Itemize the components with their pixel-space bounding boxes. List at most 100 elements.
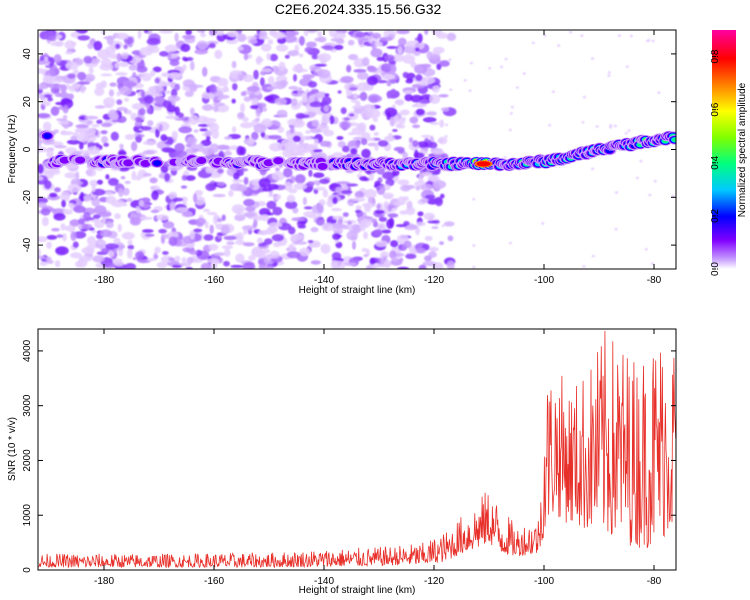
noise-blob: [70, 252, 82, 259]
noise-blob: [60, 191, 70, 202]
noise-blob: [260, 131, 266, 138]
noise-blob: [140, 126, 152, 131]
noise-blob: [193, 129, 199, 133]
noise-blob: [193, 193, 198, 203]
noise-blob: [236, 232, 244, 242]
noise-blob: [76, 81, 91, 85]
noise-blob: [127, 239, 133, 246]
noise-blob: [101, 215, 106, 224]
noise-blob: [181, 210, 193, 218]
noise-blob: [268, 135, 282, 140]
noise-blob: [83, 55, 93, 64]
noise-blob: [69, 219, 81, 227]
noise-blob: [359, 176, 368, 181]
noise-blob: [128, 64, 138, 71]
noise-blob: [55, 246, 69, 256]
noise-blob: [64, 40, 76, 50]
noise-blob: [234, 214, 246, 222]
noise-blob: [215, 223, 225, 228]
noise-blob: [293, 183, 308, 190]
noise-blob: [357, 71, 369, 80]
noise-blob: [103, 142, 110, 147]
noise-blob: [609, 124, 613, 127]
noise-blob: [353, 69, 367, 73]
noise-blob: [237, 33, 247, 43]
noise-blob: [299, 247, 311, 257]
noise-blob: [81, 223, 93, 229]
noise-blob: [373, 131, 380, 136]
noise-blob: [288, 86, 299, 90]
noise-blob: [223, 260, 230, 267]
noise-blob: [310, 260, 321, 265]
noise-blob: [307, 81, 318, 88]
noise-blob: [374, 41, 383, 47]
noise-blob: [361, 132, 371, 139]
noise-blob: [248, 255, 256, 261]
noise-blob: [441, 224, 445, 227]
noise-blob: [472, 244, 476, 247]
noise-blob: [103, 103, 114, 109]
noise-blob: [548, 124, 552, 127]
noise-blob: [268, 265, 274, 269]
noise-blob: [178, 126, 192, 134]
noise-blob: [258, 264, 270, 269]
noise-blob: [193, 228, 203, 233]
noise-blob: [260, 43, 272, 52]
noise-blob: [70, 31, 81, 38]
noise-blob: [175, 207, 189, 213]
noise-blob: [212, 193, 226, 198]
ridge-blob: [263, 159, 274, 167]
noise-blob: [411, 104, 419, 108]
noise-blob: [185, 30, 192, 35]
noise-blob: [418, 264, 427, 269]
noise-blob: [644, 248, 648, 251]
noise-blob: [397, 46, 403, 55]
noise-blob: [355, 209, 361, 214]
noise-blob: [541, 222, 545, 225]
noise-blob: [419, 149, 425, 153]
noise-blob: [190, 60, 195, 71]
noise-blob: [114, 261, 124, 267]
noise-blob: [311, 54, 319, 60]
noise-blob: [100, 122, 113, 128]
noise-blob: [83, 211, 91, 222]
noise-blob: [361, 248, 368, 252]
noise-blob: [440, 107, 450, 112]
noise-blob: [421, 134, 432, 138]
noise-blob: [39, 261, 48, 266]
noise-blob: [167, 95, 181, 102]
noise-blob: [420, 184, 433, 191]
noise-blob: [415, 185, 421, 191]
ridge-blob: [59, 156, 70, 164]
noise-blob: [205, 167, 215, 174]
noise-blob: [186, 243, 194, 249]
noise-blob: [625, 65, 629, 68]
noise-blob: [241, 225, 254, 231]
noise-blob: [182, 64, 187, 71]
noise-blob: [243, 176, 249, 185]
noise-blob: [206, 134, 211, 142]
noise-blob: [274, 195, 281, 200]
noise-blob: [303, 206, 313, 210]
spectrogram-noise: [38, 30, 675, 269]
noise-blob: [348, 132, 355, 136]
noise-blob: [266, 200, 277, 210]
noise-blob: [196, 40, 208, 50]
noise-blob: [105, 221, 114, 229]
noise-blob: [653, 180, 657, 183]
noise-blob: [335, 38, 345, 45]
noise-blob: [117, 150, 127, 156]
noise-blob: [292, 135, 301, 143]
noise-blob: [60, 130, 67, 136]
noise-blob: [370, 48, 383, 58]
noise-blob: [182, 34, 196, 40]
noise-blob: [231, 126, 237, 133]
noise-blob: [124, 263, 136, 269]
noise-blob: [159, 81, 173, 86]
noise-blob: [403, 240, 412, 249]
noise-blob: [211, 129, 219, 139]
noise-blob: [119, 143, 124, 149]
noise-blob: [360, 109, 374, 120]
noise-blob: [346, 64, 352, 73]
noise-blob: [301, 91, 308, 101]
